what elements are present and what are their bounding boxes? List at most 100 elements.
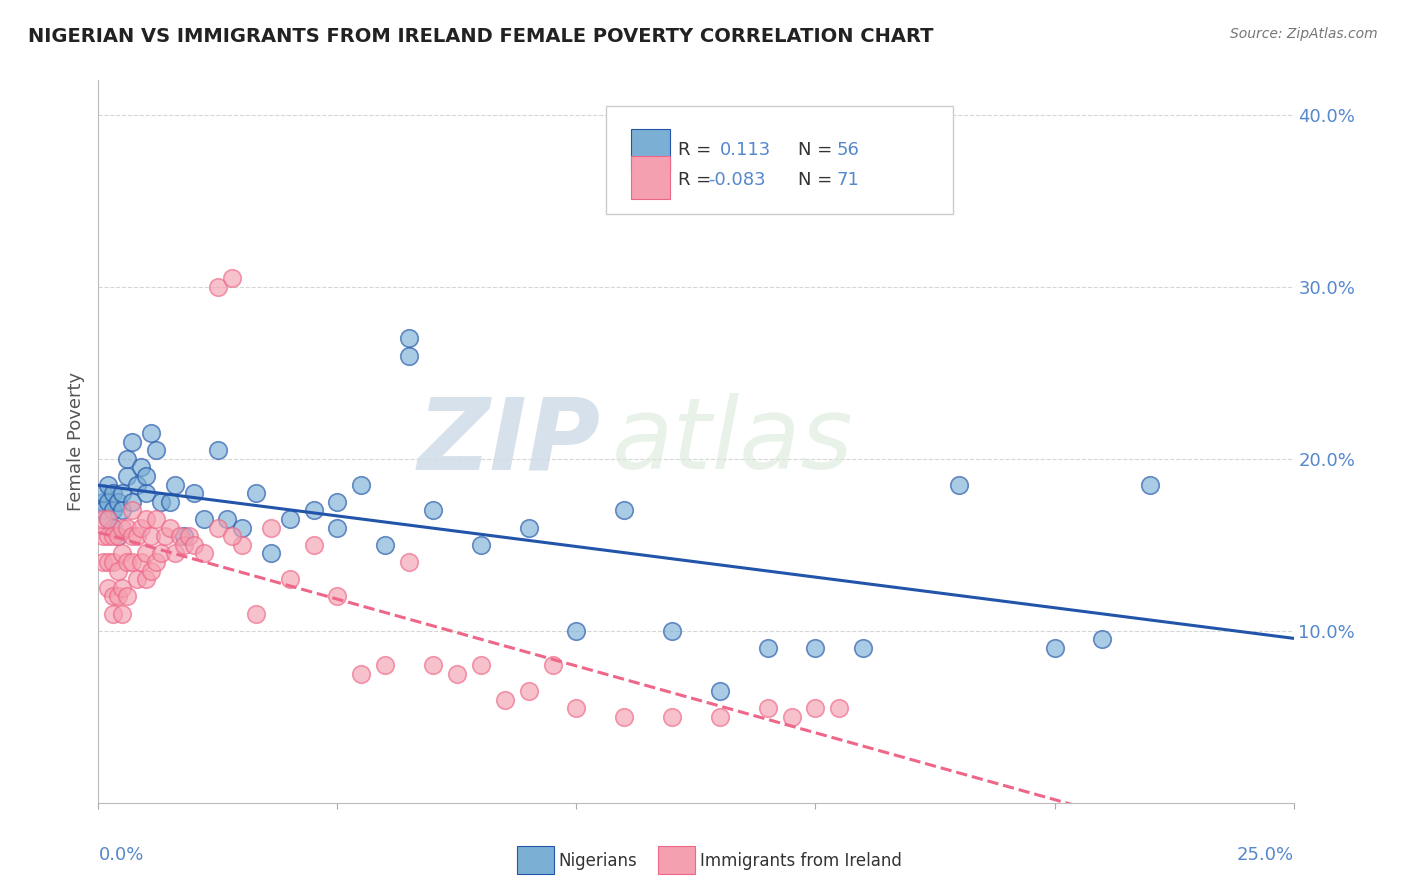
Point <box>517 684 540 698</box>
Text: 25.0%: 25.0% <box>1236 847 1294 864</box>
Point <box>326 590 349 604</box>
Point <box>302 538 325 552</box>
FancyBboxPatch shape <box>631 156 669 199</box>
Point <box>131 520 153 534</box>
Text: ZIP: ZIP <box>418 393 600 490</box>
Point <box>173 529 195 543</box>
Point <box>245 486 267 500</box>
Point <box>245 607 267 621</box>
Point <box>111 503 134 517</box>
Point <box>780 710 803 724</box>
Point <box>828 701 851 715</box>
Point <box>139 425 162 440</box>
Point <box>179 529 201 543</box>
Point <box>115 451 138 466</box>
Point <box>1139 477 1161 491</box>
Point <box>517 520 540 534</box>
Point <box>145 443 167 458</box>
Point <box>163 477 186 491</box>
Point <box>91 512 114 526</box>
Text: Immigrants from Ireland: Immigrants from Ireland <box>700 852 903 870</box>
Point <box>111 607 134 621</box>
Text: -0.083: -0.083 <box>709 171 765 189</box>
Point <box>139 529 162 543</box>
Point <box>135 469 157 483</box>
Point <box>709 710 731 724</box>
Point <box>135 546 157 560</box>
Point <box>804 640 827 655</box>
Point <box>135 512 157 526</box>
Point <box>101 529 124 543</box>
Point <box>91 486 114 500</box>
Point <box>97 494 120 508</box>
Point <box>374 658 396 673</box>
Point <box>97 555 120 569</box>
Text: N =: N = <box>797 141 832 160</box>
Point <box>948 477 970 491</box>
Point <box>121 529 143 543</box>
Point <box>115 555 138 569</box>
Point <box>398 349 420 363</box>
Point <box>613 503 636 517</box>
Point <box>101 503 124 517</box>
Point <box>259 520 281 534</box>
Point <box>193 546 215 560</box>
Point <box>149 494 172 508</box>
Point <box>111 486 134 500</box>
Point <box>565 701 588 715</box>
Point <box>121 434 143 449</box>
Point <box>1043 640 1066 655</box>
Point <box>125 477 148 491</box>
Point <box>131 460 153 475</box>
Point <box>107 529 129 543</box>
Point <box>326 494 349 508</box>
Point <box>159 494 181 508</box>
Point <box>661 624 683 638</box>
Text: R =: R = <box>678 141 711 160</box>
Point <box>145 512 167 526</box>
Point <box>115 590 138 604</box>
Point <box>125 529 148 543</box>
Point <box>91 555 114 569</box>
Point <box>231 520 253 534</box>
Point <box>107 494 129 508</box>
Point <box>207 520 229 534</box>
Point <box>97 581 120 595</box>
Point <box>350 666 373 681</box>
Text: Nigerians: Nigerians <box>558 852 637 870</box>
Point <box>97 512 120 526</box>
Point <box>169 529 191 543</box>
Point <box>97 512 120 526</box>
Point <box>756 701 779 715</box>
Point <box>135 572 157 586</box>
Point <box>470 658 492 673</box>
Point <box>207 443 229 458</box>
Point <box>422 503 444 517</box>
Point <box>139 564 162 578</box>
Text: NIGERIAN VS IMMIGRANTS FROM IRELAND FEMALE POVERTY CORRELATION CHART: NIGERIAN VS IMMIGRANTS FROM IRELAND FEMA… <box>28 27 934 45</box>
Point <box>111 520 134 534</box>
Y-axis label: Female Poverty: Female Poverty <box>66 372 84 511</box>
Text: R =: R = <box>678 171 711 189</box>
Point <box>107 590 129 604</box>
Point <box>852 640 875 655</box>
Point <box>231 538 253 552</box>
Point <box>193 512 215 526</box>
Point <box>101 607 124 621</box>
FancyBboxPatch shape <box>631 129 669 172</box>
FancyBboxPatch shape <box>606 105 953 214</box>
Point <box>326 520 349 534</box>
Point <box>111 546 134 560</box>
Point <box>121 503 143 517</box>
Point <box>350 477 373 491</box>
Point <box>374 538 396 552</box>
Point <box>101 520 124 534</box>
Point <box>709 684 731 698</box>
Point <box>470 538 492 552</box>
Point <box>422 658 444 673</box>
Point <box>101 555 124 569</box>
Point <box>163 546 186 560</box>
Point <box>278 512 301 526</box>
Point <box>91 529 114 543</box>
Point <box>541 658 564 673</box>
